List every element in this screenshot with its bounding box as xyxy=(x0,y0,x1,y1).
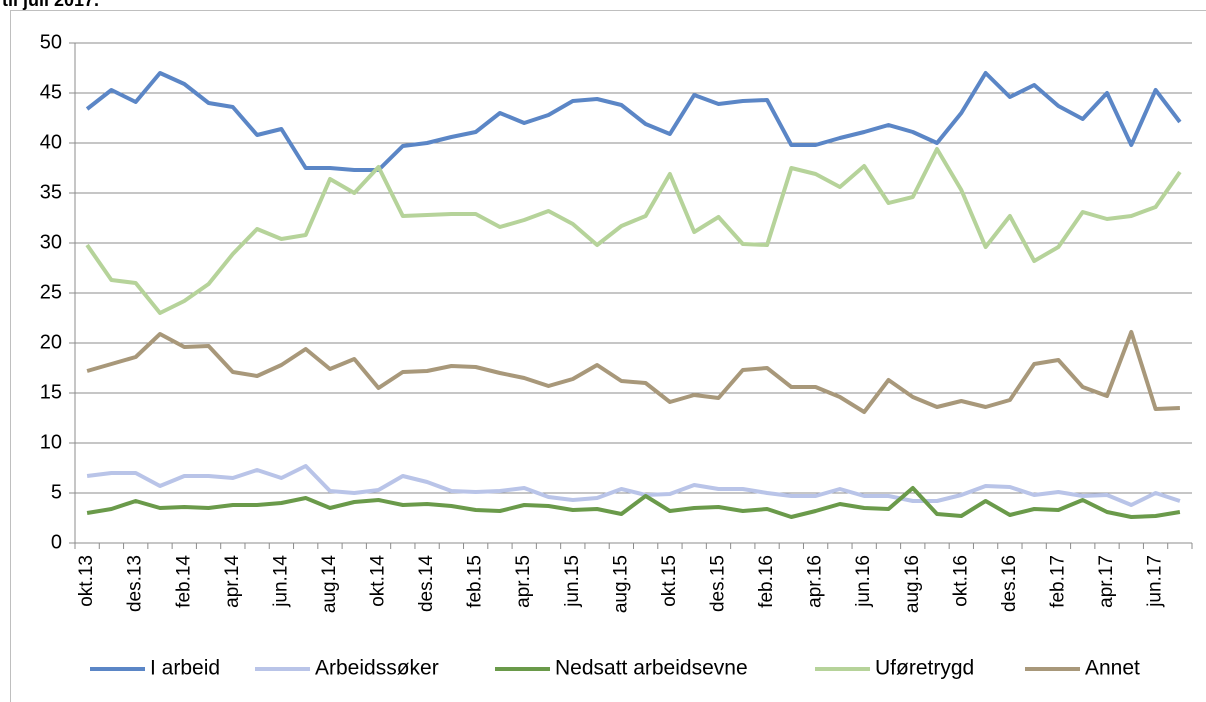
x-tick-label: jun.17 xyxy=(1145,555,1166,608)
x-tick-label: feb.17 xyxy=(1047,555,1068,608)
x-tick-label: feb.15 xyxy=(465,555,486,608)
y-tick-label: 20 xyxy=(40,331,62,353)
x-tick-label: apr.15 xyxy=(513,555,534,608)
x-tick-label: des.14 xyxy=(416,555,437,612)
x-tick-label: okt.15 xyxy=(659,555,680,607)
x-tick-label: aug.16 xyxy=(902,555,923,613)
x-tick-label: des.13 xyxy=(125,555,146,612)
series-line xyxy=(85,147,1182,315)
y-tick-label: 45 xyxy=(40,81,62,103)
y-tick-label: 50 xyxy=(40,31,62,53)
x-tick-label: aug.14 xyxy=(319,555,340,614)
chart-border xyxy=(10,10,1206,702)
y-tick-label: 30 xyxy=(40,231,62,253)
x-tick-label: des.16 xyxy=(999,555,1020,612)
x-tick-label: des.15 xyxy=(708,555,729,612)
x-tick-label: apr.17 xyxy=(1096,555,1117,608)
series-line xyxy=(86,330,1180,414)
x-tick-label: okt.14 xyxy=(368,555,389,607)
chart-title: til juli 2017. xyxy=(2,0,99,10)
series-line xyxy=(86,464,1181,507)
y-tick-label: 15 xyxy=(40,381,62,403)
y-tick-label: 0 xyxy=(51,531,62,553)
x-tick-label: jun.15 xyxy=(562,555,583,608)
series-line xyxy=(86,486,1181,519)
x-tick-label: apr.14 xyxy=(222,555,243,608)
y-tick-label: 10 xyxy=(40,431,62,453)
series-line xyxy=(85,71,1182,172)
y-tick-label: 5 xyxy=(51,481,62,503)
x-tick-label: feb.14 xyxy=(173,555,194,608)
legend-label: Annet xyxy=(1085,657,1140,680)
legend-label: Nedsatt arbeidsevne xyxy=(555,657,748,680)
x-tick-label: apr.16 xyxy=(805,555,826,608)
y-tick-label: 35 xyxy=(40,181,62,203)
legend-label: Uføretrygd xyxy=(875,657,974,680)
y-tick-label: 25 xyxy=(40,281,62,303)
legend-label: I arbeid xyxy=(150,657,220,680)
x-tick-label: jun.14 xyxy=(270,555,291,608)
x-tick-label: okt.16 xyxy=(950,555,971,607)
legend-label: Arbeidssøker xyxy=(315,657,439,680)
y-tick-label: 40 xyxy=(40,131,62,153)
x-tick-label: aug.15 xyxy=(610,555,631,613)
x-tick-label: jun.16 xyxy=(853,555,874,608)
x-tick-label: feb.16 xyxy=(756,555,777,608)
x-tick-label: okt.13 xyxy=(76,555,97,607)
